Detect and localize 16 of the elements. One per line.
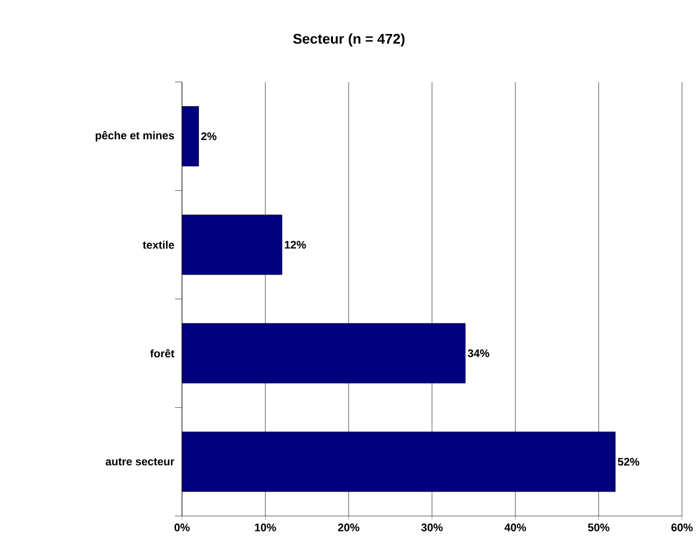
x-tick-label: 30% <box>421 524 443 532</box>
y-tick-label: autre secteur <box>106 458 174 466</box>
x-tick-label: 50% <box>588 524 610 532</box>
chart-title: Secteur (n = 472) <box>293 33 405 47</box>
y-tick-label: pêche et mines <box>96 131 174 142</box>
y-tick-label: forêt <box>150 349 174 358</box>
data-label: 12% <box>284 240 306 249</box>
x-tick-label: 0% <box>174 524 190 532</box>
x-tick-label: 60% <box>671 524 693 532</box>
data-label: 2% <box>201 132 216 140</box>
x-tick-label: 10% <box>255 524 276 532</box>
x-tick-label: 40% <box>504 524 526 532</box>
x-tick-label: 20% <box>338 524 360 532</box>
data-label: 34% <box>468 349 490 358</box>
data-label: 52% <box>618 458 640 466</box>
y-tick-label: textile <box>142 240 174 249</box>
